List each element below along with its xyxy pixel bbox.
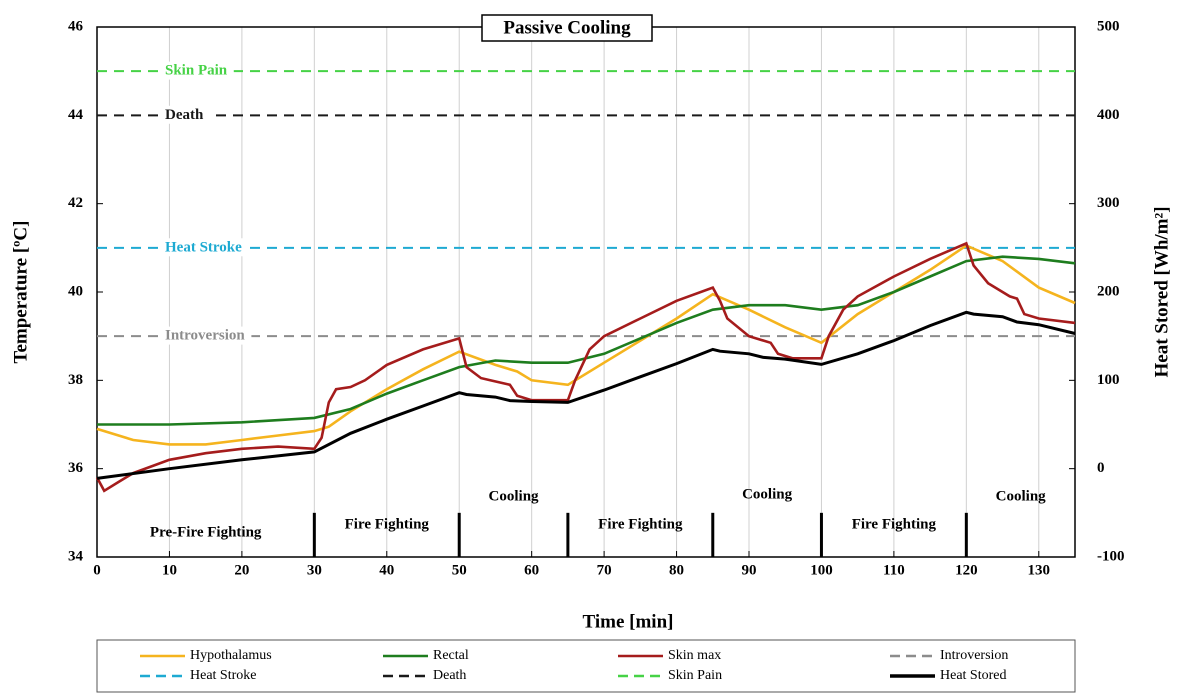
y2-tick-label: 200 [1097,283,1120,299]
reference-label-bg [159,61,234,80]
legend-label: Heat Stored [940,668,1006,683]
x-tick-label: 110 [883,562,905,578]
x-axis-label: Time [min] [583,611,674,632]
x-tick-label: 130 [1028,562,1051,578]
x-tick-label: 40 [379,562,394,578]
plot-frame [96,26,1076,558]
chart-title: Passive Cooling [503,17,631,38]
x-tick-label: 10 [162,562,177,578]
legend-label: Death [433,668,466,683]
phase-label: Cooling [996,488,1047,504]
reference-label-bg [159,326,252,345]
legend-label: Rectal [433,648,469,663]
reference-label-bg [159,238,249,257]
y2-tick-label: 500 [1097,18,1120,34]
x-tick-label: 30 [307,562,322,578]
y-tick-label: 38 [68,372,83,388]
y2-axis-label: Heat Stored [Wh/m²] [1151,206,1172,377]
y2-tick-label: 100 [1097,372,1120,388]
reference-label-bg [159,105,210,124]
phase-label: Fire Fighting [345,516,430,532]
series-line [95,241,1076,493]
legend-label: Hypothalamus [190,648,272,663]
legend-label: Skin max [668,648,721,663]
y2-tick-label: -100 [1097,548,1125,564]
legend-label: Heat Stroke [190,668,256,683]
y-axis-label: Temperature [ºC] [10,221,31,364]
x-tick-label: 70 [597,562,612,578]
phase-label: Cooling [742,486,793,502]
x-tick-label: 120 [955,562,978,578]
y-tick-label: 42 [68,195,83,211]
title-box [481,14,653,42]
y-tick-label: 40 [68,283,83,299]
x-tick-label: 0 [93,562,101,578]
reference-label: Heat Stroke [165,239,242,255]
reference-label: Death [165,107,204,123]
phase-label: Cooling [489,488,540,504]
y2-tick-label: 400 [1097,107,1120,123]
legend-label: Skin Pain [668,668,722,683]
series-line [96,310,1076,480]
x-tick-label: 50 [452,562,467,578]
y-tick-label: 34 [68,548,84,564]
phase-label: Pre-Fire Fighting [150,524,262,540]
y-tick-label: 36 [68,460,84,476]
series-line [96,244,1076,446]
x-tick-label: 60 [524,562,539,578]
x-tick-label: 90 [742,562,757,578]
x-tick-label: 100 [810,562,833,578]
series-line [97,255,1076,426]
reference-label: Introversion [165,328,245,344]
y-tick-label: 46 [68,18,84,34]
y2-tick-label: 300 [1097,195,1120,211]
y2-tick-label: 0 [1097,460,1105,476]
legend-box [96,639,1076,693]
reference-label: Skin Pain [165,63,228,79]
phase-label: Fire Fighting [852,516,937,532]
x-tick-label: 80 [669,562,684,578]
y-tick-label: 44 [68,107,84,123]
x-tick-label: 20 [234,562,249,578]
phase-label: Fire Fighting [598,516,683,532]
legend-label: Introversion [940,648,1008,663]
